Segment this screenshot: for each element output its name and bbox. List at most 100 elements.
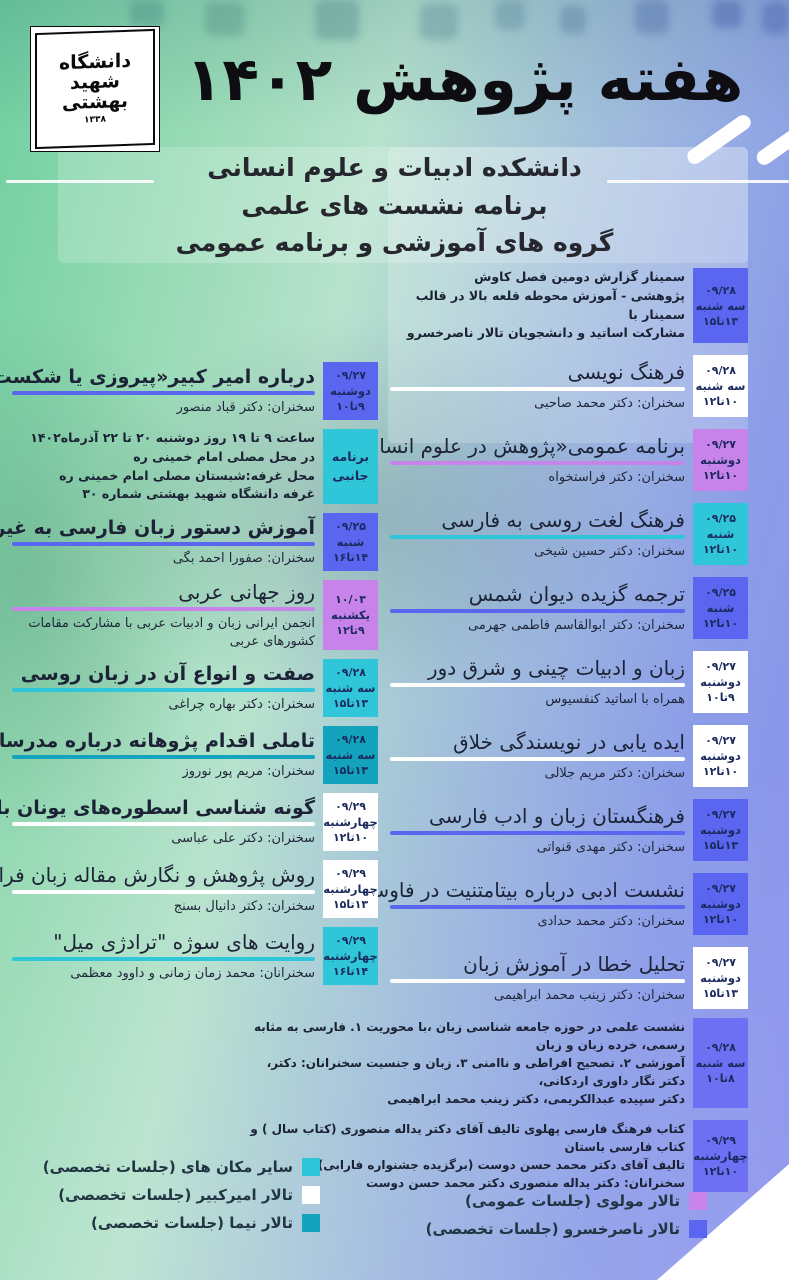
session-date: ۰۹/۲۹	[705, 1134, 736, 1147]
session-date-badge: ۰۹/۲۹ چهارشنبه ۱۳تا۱۵	[323, 860, 378, 919]
session-content: گونه شناسی اسطوره‌های یونان باستان سخنران…	[0, 793, 315, 851]
session-day: دوشنبه	[700, 823, 741, 837]
session-day: یکشنبه	[330, 608, 371, 623]
session-text-line: دکتر سپیده عبدالکریمی، دکتر زینب محمد اب…	[387, 1092, 685, 1106]
session-time: ۱۳تا۱۵	[332, 898, 369, 912]
page-title: هفته پژوهش ۱۴۰۲	[185, 44, 744, 115]
session-underline	[12, 956, 315, 961]
sessions-column-right: ۰۹/۲۸ سه شنبه ۱۳تا۱۵ سمینار گزارش دومین فصل…	[344, 268, 748, 1009]
legend-group-left: سایر مکان های (جلسات تخصصی) تالار امیرکبی…	[43, 1158, 320, 1232]
session-time: ۱۰تا۱۲	[702, 765, 739, 778]
session-day: چهارشنبه	[323, 949, 378, 964]
session-time: ۱۳تا۱۵	[702, 987, 739, 1000]
session-title: روش پژوهش و نگارش مقاله زبان فرانسه	[0, 862, 315, 887]
session-text-line: محل غرفه:شبستان مصلی امام خمینی ره	[59, 467, 315, 483]
session-title: برنامه عمومی«پژوهش در علوم انسانی»	[344, 433, 685, 458]
session-content: درباره امیر کبیر«پیروزی یا شکست قاجاریه»…	[0, 362, 315, 420]
session-day: شنبه	[336, 535, 365, 549]
legend-item: تالار امیرکبیر (جلسات تخصصی)	[43, 1186, 320, 1204]
session-card: ۰۹/۲۹ چهارشنبه ۱۴تا۱۶ روایت های سوژه "ترادژ…	[12, 927, 378, 986]
session-title: صفت و انواع آن در زبان روسی	[20, 662, 315, 685]
logo-word: بهشتی	[62, 89, 128, 114]
photo-silhouette	[495, 0, 525, 30]
session-content: برنامه عمومی«پژوهش در علوم انسانی» سخنران…	[344, 429, 685, 491]
session-text: ساعت ۹ تا ۱۹ روز دوشنبه ۲۰ تا ۲۲ آذرماه۱…	[12, 429, 315, 504]
session-date: ۰۹/۲۸	[705, 364, 736, 377]
session-underline	[12, 687, 315, 692]
session-date-badge: ۰۹/۲۸ سه شنبه ۸تا۱۰	[693, 1018, 748, 1108]
session-day: چهارشنبه	[693, 1149, 748, 1163]
session-underline	[12, 541, 315, 546]
session-day: شنبه	[706, 601, 735, 615]
photo-silhouette	[712, 0, 742, 28]
session-speaker: انجمن ایرانی زبان و ادبیات عربی با مشارک…	[28, 616, 315, 649]
session-text-line: در محل مصلی امام خمینی ره	[133, 448, 315, 464]
session-speaker: سخنران: دکتر زینب محمد ابراهیمی	[494, 987, 685, 1003]
session-time: ۱۰تا۱۲	[702, 395, 739, 408]
session-speaker: سخنران: دکتر علی عباسی	[171, 830, 315, 846]
session-day: دوشنبه	[700, 971, 741, 985]
session-text-line: نشست علمی در حوزه جامعه شناسی زبان ،با م…	[253, 1020, 685, 1052]
session-day: سه شنبه	[695, 298, 746, 313]
session-title: فرهنگ نویسی	[567, 359, 685, 384]
session-time: ۸تا۱۰	[706, 1072, 735, 1085]
session-underline	[12, 821, 315, 826]
session-date: ۰۹/۲۷	[705, 438, 736, 451]
session-date: ۰۹/۲۸	[335, 666, 366, 680]
session-text-line: سخنرانان: دکتر یداله منصوری دکتر محمد حس…	[366, 1176, 685, 1190]
session-card: ۰۹/۲۷ دوشنبه ۹تا۱۰ درباره امیر کبیر«پیروزی …	[0, 362, 378, 420]
session-card: ۰۹/۲۹ چهارشنبه ۱۳تا۱۵ روش پژوهش و نگارش مقا…	[0, 860, 378, 919]
session-title: ایده یابی در نویسندگی خلاق	[453, 729, 685, 754]
session-title: ترجمه گزیده دیوان شمس	[468, 581, 685, 606]
session-content: روز جهانی عربی انجمن ایرانی زبان و ادبیات…	[12, 580, 315, 650]
session-speaker: سخنران: دکتر بهاره چراغی	[168, 696, 315, 712]
session-date: ۰۹/۲۵	[705, 586, 736, 599]
subtitle-line: دانشکده ادبیات و علوم انسانی	[207, 153, 582, 182]
session-card: ۰۹/۲۷ دوشنبه ۱۰تا۱۲ نشست ادبی درباره بیتامت…	[353, 873, 748, 935]
session-content: روایت های سوژه "ترادژی میل" سخنرانان: محم…	[12, 927, 315, 985]
session-speaker: سخنران: دکتر فراستخواه	[548, 469, 685, 485]
session-date: ۰۹/۲۹	[335, 867, 366, 881]
session-time: ۱۰تا۱۲	[332, 831, 369, 845]
legend-label: تالار امیرکبیر (جلسات تخصصی)	[58, 1186, 293, 1204]
session-speaker: سخنرانان: محمد زمان زمانی و داوود معظمی	[70, 965, 315, 981]
session-time: ۹تا۱۰	[706, 691, 735, 704]
logo-year: ۱۳۳۸	[84, 114, 106, 126]
legend-color-swatch	[302, 1186, 320, 1204]
session-speaker: سخنران: دکتر دانیال بسنج	[173, 898, 315, 914]
session-day: دوشنبه	[330, 384, 371, 398]
sessions-column-bottom: ۰۹/۲۸ سه شنبه ۸تا۱۰ نشست علمی در حوزه جامعه…	[240, 1018, 748, 1192]
session-content: کتاب فرهنگ فارسی پهلوی تالیف آقای دکتر ی…	[240, 1120, 685, 1192]
legend-group-right: تالار مولوی (جلسات عمومی) تالار ناصرخسرو …	[426, 1192, 707, 1238]
session-day: چهارشنبه	[323, 815, 378, 830]
legend-item: تالار ناصرخسرو (جلسات تخصصی)	[426, 1220, 707, 1238]
session-date-badge: ۱۰/۰۳ یکشنبه ۹تا۱۲	[323, 580, 378, 651]
session-speaker: سخنران: دکتر ابوالقاسم فاطمی جهرمی	[468, 617, 685, 633]
session-time: ۱۳تا۱۵	[702, 839, 739, 852]
session-text-line: آموزشی ۲. تصحیح افراطی و ناامنی ۳. زبان …	[266, 1056, 685, 1088]
session-text-line: تالیف آقای دکتر محمد حسن دوست (برگزیده ج…	[317, 1158, 685, 1172]
session-date-badge: ۰۹/۲۸ سه شنبه ۱۳تا۱۵	[693, 268, 748, 343]
session-speaker: سخنران: دکتر قباد منصور	[176, 399, 315, 415]
session-day: چهارشنبه	[323, 882, 378, 897]
session-speaker: سخنران: دکتر محمد حدادی	[537, 913, 685, 929]
session-time: ۹تا۱۰	[336, 400, 365, 413]
session-title: روز جهانی عربی	[178, 580, 315, 604]
session-date-badge: ۰۹/۲۵ شنبه ۱۰تا۱۲	[693, 577, 748, 639]
legend-color-swatch	[302, 1214, 320, 1232]
session-text: کتاب فرهنگ فارسی پهلوی تالیف آقای دکتر ی…	[240, 1120, 685, 1192]
session-time: ۱۰تا۱۲	[702, 543, 739, 556]
session-day: دوشنبه	[700, 675, 741, 689]
session-date: ۱۰/۰۳	[335, 593, 366, 607]
session-date-badge: ۰۹/۲۸ سه شنبه ۱۳تا۱۵	[323, 659, 378, 718]
session-date-badge: ۰۹/۲۸ سه شنبه ۱۳تا۱۵	[323, 726, 378, 785]
legend-label: سایر مکان های (جلسات تخصصی)	[42, 1158, 293, 1176]
header-panel	[58, 147, 748, 263]
session-text-line: ساعت ۹ تا ۱۹ روز دوشنبه ۲۰ تا ۲۲ آذرماه۱…	[30, 430, 315, 445]
session-time: ۱۳تا۱۵	[332, 764, 369, 778]
session-underline	[390, 386, 685, 391]
legend-item: تالار مولوی (جلسات عمومی)	[426, 1192, 707, 1210]
session-date: ۰۹/۲۵	[705, 512, 736, 525]
decor-line-left	[6, 180, 154, 183]
